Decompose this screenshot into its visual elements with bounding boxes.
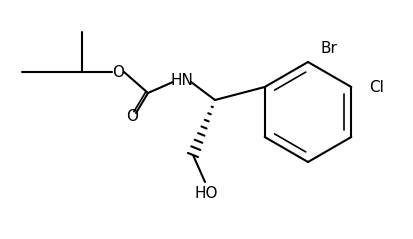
- Text: Cl: Cl: [369, 80, 384, 94]
- Text: Br: Br: [320, 40, 337, 55]
- Text: O: O: [112, 65, 124, 80]
- Text: O: O: [126, 109, 138, 124]
- Text: HO: HO: [194, 186, 218, 201]
- Text: HN: HN: [171, 72, 193, 87]
